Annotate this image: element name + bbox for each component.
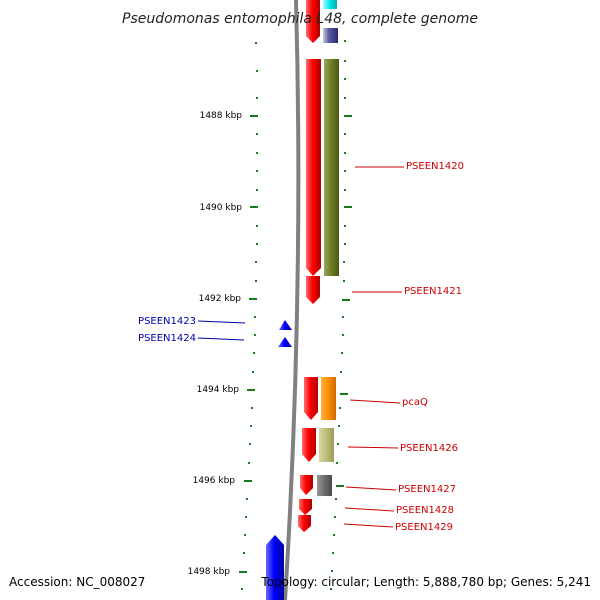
- gene-label[interactable]: PSEEN1420: [406, 161, 464, 172]
- forward-gene-labels: PSEEN1420 PSEEN1421 pcaQ PSEEN1426 PSEEN…: [395, 161, 464, 533]
- feature-block[interactable]: [323, 0, 337, 9]
- cds-arrow[interactable]: [302, 428, 316, 462]
- cds-arrow[interactable]: [279, 320, 292, 330]
- gene-label[interactable]: PSEEN1428: [396, 505, 454, 516]
- gene-label[interactable]: PSEEN1427: [398, 484, 456, 495]
- reverse-gene-labels: PSEEN1423 PSEEN1424: [138, 316, 196, 344]
- tick-label: 1492 kbp: [199, 294, 242, 304]
- gene-label[interactable]: PSEEN1421: [404, 286, 462, 297]
- feature-block[interactable]: [319, 428, 334, 462]
- forward-cds-track[interactable]: [298, 0, 321, 532]
- gene-label[interactable]: PSEEN1424: [138, 333, 196, 344]
- genome-backbone: [283, 0, 301, 600]
- feature-block[interactable]: [324, 59, 339, 276]
- cds-arrow[interactable]: [306, 0, 320, 43]
- tick-label: 1496 kbp: [193, 476, 236, 486]
- feature-block[interactable]: [323, 28, 338, 43]
- cds-arrow[interactable]: [266, 535, 284, 600]
- accession-text: Accession: NC_008027: [9, 575, 145, 589]
- feature-track[interactable]: [317, 0, 339, 496]
- gene-label[interactable]: PSEEN1426: [400, 443, 458, 454]
- guide-dots: [241, 40, 346, 590]
- cds-arrow[interactable]: [298, 515, 311, 532]
- tick-label: 1490 kbp: [200, 203, 243, 213]
- gene-label[interactable]: PSEEN1423: [138, 316, 196, 327]
- cds-arrow[interactable]: [300, 475, 313, 495]
- reverse-cds-track[interactable]: [266, 320, 292, 600]
- genome-summary-text: Topology: circular; Length: 5,888,780 bp…: [260, 575, 591, 589]
- ruler-labels: 1488 kbp 1490 kbp 1492 kbp 1494 kbp 1496…: [188, 111, 243, 577]
- gene-label[interactable]: pcaQ: [402, 397, 428, 408]
- tick-label: 1494 kbp: [197, 385, 240, 395]
- feature-block[interactable]: [317, 475, 332, 496]
- map-title: Pseudomonas entomophila L48, complete ge…: [122, 11, 478, 27]
- cds-arrow[interactable]: [299, 499, 312, 515]
- major-ticks: [239, 115, 352, 573]
- feature-block[interactable]: [321, 377, 336, 420]
- tick-label: 1488 kbp: [200, 111, 243, 121]
- tick-label: 1498 kbp: [188, 567, 231, 577]
- leader-lines: [197, 166, 404, 528]
- cds-arrow[interactable]: [304, 377, 318, 420]
- cds-arrow[interactable]: [306, 59, 321, 276]
- cds-arrow[interactable]: [278, 337, 292, 347]
- gene-label[interactable]: PSEEN1429: [395, 522, 453, 533]
- cds-arrow[interactable]: [306, 276, 320, 304]
